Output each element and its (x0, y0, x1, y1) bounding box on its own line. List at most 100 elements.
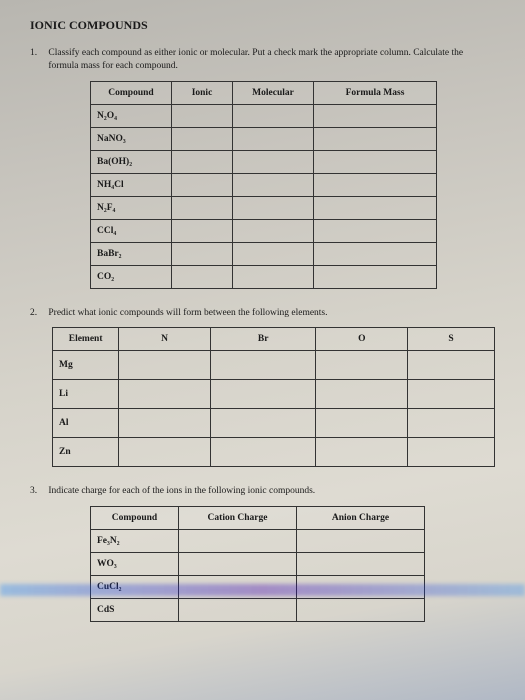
page-title: IONIC COMPOUNDS (30, 18, 495, 33)
col-cation: Cation Charge (179, 507, 297, 530)
cell-element: Li (53, 380, 119, 409)
cell (172, 265, 233, 288)
cell (408, 438, 495, 467)
col-n: N (119, 328, 211, 351)
col-o: O (316, 328, 408, 351)
col-formula-mass: Formula Mass (314, 81, 437, 104)
table-row: BaBr₂ (91, 242, 437, 265)
col-ionic: Ionic (172, 81, 233, 104)
cell (233, 219, 314, 242)
cell (210, 409, 316, 438)
col-s: S (408, 328, 495, 351)
q2-text: Predict what ionic compounds will form b… (48, 307, 478, 320)
cell (314, 242, 437, 265)
cell (179, 530, 297, 553)
cell-compound: NaNO₃ (91, 127, 172, 150)
cell-element: Al (53, 409, 119, 438)
table-row: WO₃ (91, 553, 425, 576)
cell-compound: NH₄Cl (91, 173, 172, 196)
table-header-row: Element N Br O S (53, 328, 495, 351)
cell (297, 599, 425, 622)
cell (172, 173, 233, 196)
cell (210, 351, 316, 380)
cell (297, 553, 425, 576)
cell-compound: CuCl₂ (91, 576, 179, 599)
table-row: NaNO₃ (91, 127, 437, 150)
cell (119, 380, 211, 409)
cell-compound: WO₃ (91, 553, 179, 576)
col-br: Br (210, 328, 316, 351)
cell-compound: N₂O₄ (91, 104, 172, 127)
table-header-row: Compound Cation Charge Anion Charge (91, 507, 425, 530)
table-row: CdS (91, 599, 425, 622)
cell (210, 380, 316, 409)
table-row: Fe₃N₂ (91, 530, 425, 553)
q3-text: Indicate charge for each of the ions in … (48, 485, 478, 498)
col-compound: Compound (91, 81, 172, 104)
q1-text: Classify each compound as either ionic o… (48, 47, 478, 73)
cell (314, 173, 437, 196)
cell (297, 530, 425, 553)
question-1: 1. Classify each compound as either ioni… (30, 47, 495, 73)
cell (233, 173, 314, 196)
cell (316, 409, 408, 438)
table-row: N₂O₄ (91, 104, 437, 127)
cell (316, 380, 408, 409)
cell (408, 409, 495, 438)
table-header-row: Compound Ionic Molecular Formula Mass (91, 81, 437, 104)
q2-number: 2. (30, 307, 46, 320)
table-row: NH₄Cl (91, 173, 437, 196)
table-row: CO₂ (91, 265, 437, 288)
cell (172, 150, 233, 173)
table-charge: Compound Cation Charge Anion Charge Fe₃N… (90, 506, 425, 622)
cell-compound: Ba(OH)₂ (91, 150, 172, 173)
table-row: Al (53, 409, 495, 438)
cell (210, 438, 316, 467)
question-2: 2. Predict what ionic compounds will for… (30, 307, 495, 320)
cell (314, 104, 437, 127)
cell (408, 351, 495, 380)
cell (314, 150, 437, 173)
table-row: Li (53, 380, 495, 409)
cell-element: Mg (53, 351, 119, 380)
cell (233, 196, 314, 219)
cell (119, 351, 211, 380)
cell-compound: BaBr₂ (91, 242, 172, 265)
cell (179, 553, 297, 576)
cell (233, 150, 314, 173)
cell (316, 351, 408, 380)
cell (233, 242, 314, 265)
cell (233, 127, 314, 150)
cell-compound: CO₂ (91, 265, 172, 288)
cell (314, 219, 437, 242)
cell (172, 104, 233, 127)
cell (314, 127, 437, 150)
cell-compound: CdS (91, 599, 179, 622)
cell (314, 196, 437, 219)
cell (314, 265, 437, 288)
table-row: Ba(OH)₂ (91, 150, 437, 173)
cell-compound: N₂F₄ (91, 196, 172, 219)
table-classify: Compound Ionic Molecular Formula Mass N₂… (90, 81, 437, 289)
table-row: Zn (53, 438, 495, 467)
q1-number: 1. (30, 47, 46, 60)
table-row: N₂F₄ (91, 196, 437, 219)
cell (297, 576, 425, 599)
cell-compound: CCl₄ (91, 219, 172, 242)
cell-compound: Fe₃N₂ (91, 530, 179, 553)
cell (119, 438, 211, 467)
q3-number: 3. (30, 485, 46, 498)
cell (179, 599, 297, 622)
cell (172, 127, 233, 150)
cell (233, 104, 314, 127)
table-predict: Element N Br O S Mg Li Al Zn (52, 327, 495, 467)
cell (119, 409, 211, 438)
table-row: CuCl₂ (91, 576, 425, 599)
col-compound: Compound (91, 507, 179, 530)
col-anion: Anion Charge (297, 507, 425, 530)
question-3: 3. Indicate charge for each of the ions … (30, 485, 495, 498)
table-row: CCl₄ (91, 219, 437, 242)
col-molecular: Molecular (233, 81, 314, 104)
cell (172, 242, 233, 265)
cell (316, 438, 408, 467)
